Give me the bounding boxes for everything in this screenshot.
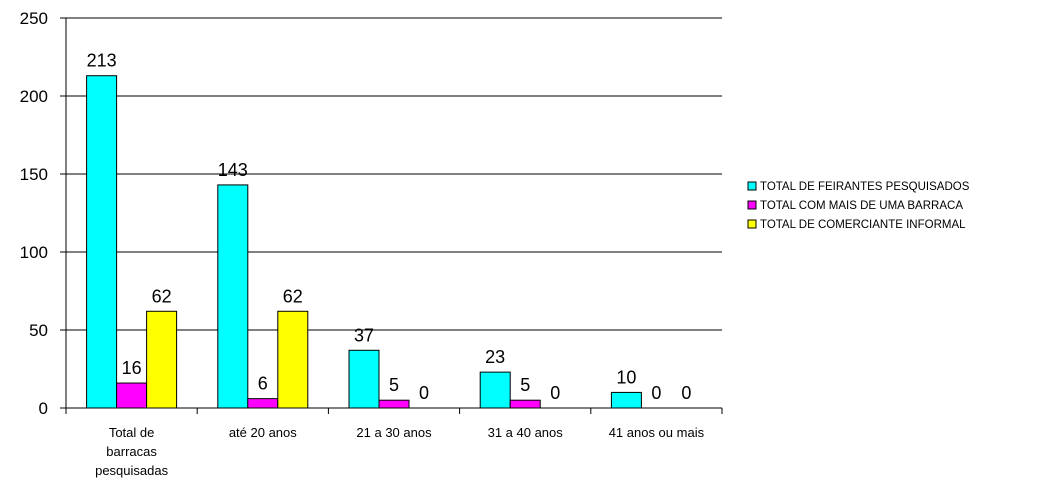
- data-label: 5: [389, 375, 399, 395]
- bar: [116, 382, 148, 409]
- x-category-label: até 20 anos: [229, 425, 297, 440]
- data-label: 37: [354, 325, 374, 345]
- data-label: 6: [258, 374, 268, 394]
- y-tick-label: 250: [20, 9, 48, 28]
- data-label: 16: [122, 358, 142, 378]
- legend-swatch: [747, 200, 757, 210]
- data-label: 10: [616, 367, 636, 387]
- data-label: 213: [87, 51, 117, 71]
- bar: [217, 184, 249, 409]
- x-category-label: 41 anos ou mais: [609, 425, 705, 440]
- data-label: 62: [152, 286, 172, 306]
- y-tick-label: 100: [20, 243, 48, 262]
- x-category-label: pesquisadas: [95, 463, 168, 478]
- x-category-label: Total de: [109, 425, 155, 440]
- y-tick-label: 50: [29, 321, 48, 340]
- x-category-label: barracas: [106, 444, 157, 459]
- bar: [378, 399, 410, 409]
- bar: [479, 371, 511, 409]
- legend-swatch: [747, 219, 757, 229]
- data-label: 0: [550, 383, 560, 403]
- bar: [610, 391, 642, 409]
- data-label: 0: [681, 383, 691, 403]
- data-label: 23: [485, 347, 505, 367]
- legend-label: TOTAL DE COMERCIANTE INFORMAL: [760, 219, 966, 231]
- legend-label: TOTAL DE FEIRANTES PESQUISADOS: [760, 181, 970, 193]
- legend-swatch: [747, 181, 757, 191]
- y-tick-label: 150: [20, 165, 48, 184]
- data-label: 143: [218, 160, 248, 180]
- data-label: 0: [651, 383, 661, 403]
- data-label: 62: [283, 286, 303, 306]
- bar: [86, 75, 118, 409]
- x-category-label: 21 a 30 anos: [356, 425, 432, 440]
- y-tick-label: 0: [39, 399, 48, 418]
- data-label: 0: [419, 383, 429, 403]
- legend-label: TOTAL COM MAIS DE UMA BARRACA: [760, 200, 963, 212]
- bar: [146, 310, 178, 409]
- bar: [247, 398, 279, 409]
- y-tick-label: 200: [20, 87, 48, 106]
- x-category-label: 31 a 40 anos: [488, 425, 564, 440]
- bar: [277, 310, 309, 409]
- bar: [509, 399, 541, 409]
- bar: [348, 349, 380, 409]
- data-label: 5: [520, 375, 530, 395]
